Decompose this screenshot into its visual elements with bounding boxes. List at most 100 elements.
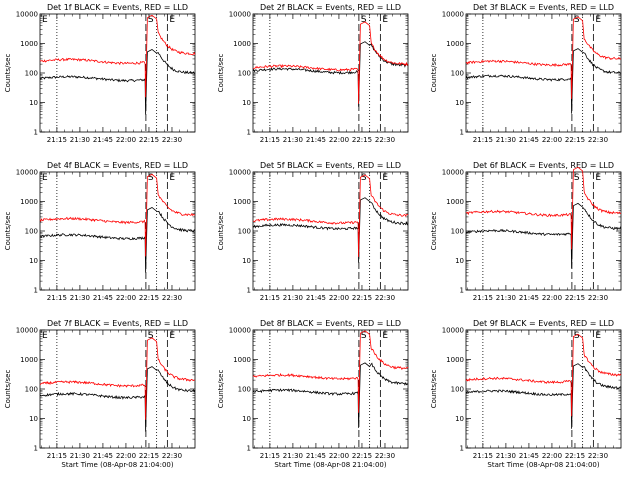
e-marker: E [595,173,601,183]
panel-det-2: Det 2f BLACK = Events, RED = LLD 1 10 100 10… [217,3,409,144]
y-tick-label: 10000 [442,11,464,19]
x-tick-label: 21:15 [47,294,67,302]
series-events [252,197,409,263]
y-axis-label: Counts/sec [4,370,12,409]
x-tick-label: 21:30 [496,136,516,144]
series-lld [465,166,622,250]
panel-det-8: Det 8f BLACK = Events, RED = LLD 1 10 100 10… [217,319,409,469]
x-axis-label: Start Time (08-Apr-08 21:04:00) [274,461,386,469]
y-axis-label: Counts/sec [217,54,225,93]
series-lld [39,173,196,257]
y-tick-label: 10 [29,415,38,423]
y-tick-label: 100 [451,70,464,78]
x-tick-label: 22:15 [352,294,372,302]
plot-frame [39,171,196,291]
panel-title: Det 3f BLACK = Events, RED = LLD [473,3,614,12]
series-lld [39,337,196,420]
y-tick-label: 1000 [20,198,38,206]
e-marker: E [595,15,601,25]
series-lld [39,14,196,98]
y-tick-label: 1000 [233,198,251,206]
e-marker: E [382,331,388,341]
x-tick-label: 21:45 [93,136,113,144]
x-tick-label: 21:30 [283,136,303,144]
x-tick-label: 22:30 [162,294,182,302]
first-e-marker: E [42,331,48,341]
x-tick-label: 21:15 [47,452,67,460]
y-axis-label: Counts/sec [430,370,438,409]
x-tick-label: 21:15 [47,136,67,144]
x-tick-label: 22:15 [139,452,159,460]
x-tick-label: 22:15 [352,136,372,144]
x-tick-label: 22:30 [162,452,182,460]
series-events [465,363,622,429]
y-tick-label: 10000 [16,169,38,177]
y-tick-label: 10000 [229,327,251,335]
x-axis-label: Start Time (08-Apr-08 21:04:00) [487,461,599,469]
x-tick-label: 21:45 [519,294,539,302]
panel-det-3: Det 3f BLACK = Events, RED = LLD 1 10 100 10… [430,3,622,144]
x-tick-label: 22:30 [375,294,395,302]
y-tick-label: 10 [455,99,464,107]
x-tick-label: 22:30 [162,136,182,144]
s-marker: S [361,173,367,183]
y-axis-label: Counts/sec [217,370,225,409]
y-tick-label: 10000 [16,11,38,19]
e-marker: E [169,173,175,183]
y-tick-label: 1 [247,287,251,295]
y-tick-label: 1000 [233,40,251,48]
series-events [465,48,622,114]
y-axis-label: Counts/sec [430,54,438,93]
x-tick-label: 21:45 [93,294,113,302]
y-tick-label: 1000 [446,198,464,206]
plot-frame [252,329,409,449]
x-tick-label: 22:30 [588,136,608,144]
plot-frame [465,171,622,291]
series-lld [252,21,409,104]
x-tick-label: 22:00 [116,294,136,302]
y-tick-label: 1 [460,287,464,295]
panel-title: Det 1f BLACK = Events, RED = LLD [47,3,188,12]
plot-frame [39,329,196,449]
series-lld [465,16,621,99]
panel-title: Det 9f BLACK = Events, RED = LLD [473,319,614,328]
panel-det-5: Det 5f BLACK = Events, RED = LLD 1 10 100 10… [217,161,409,302]
y-tick-label: 100 [25,228,38,236]
y-tick-label: 100 [25,70,38,78]
y-tick-label: 10 [455,257,464,265]
y-tick-label: 1 [460,129,464,137]
y-tick-label: 10 [29,257,38,265]
y-tick-label: 100 [451,228,464,236]
y-axis-label: Counts/sec [430,212,438,251]
s-marker: S [148,173,154,183]
series-events [252,41,409,107]
x-tick-label: 21:45 [306,136,326,144]
x-tick-label: 22:15 [565,294,585,302]
s-marker: S [148,15,154,25]
x-tick-label: 22:00 [116,136,136,144]
s-marker: S [361,331,367,341]
y-tick-label: 10000 [442,169,464,177]
y-tick-label: 1 [34,445,38,453]
plot-frame [252,171,409,291]
x-tick-label: 21:45 [306,294,326,302]
e-marker: E [382,173,388,183]
x-tick-label: 21:30 [70,294,90,302]
e-marker: E [595,331,601,341]
panel-det-7: Det 7f BLACK = Events, RED = LLD 1 10 100 10… [4,319,196,469]
x-axis-label: Start Time (08-Apr-08 21:04:00) [61,461,173,469]
x-tick-label: 21:30 [70,136,90,144]
x-tick-label: 21:30 [496,294,516,302]
x-tick-label: 22:00 [116,452,136,460]
y-tick-label: 1000 [20,356,38,364]
e-marker: E [382,15,388,25]
y-tick-label: 10 [242,415,251,423]
y-tick-label: 1 [247,129,251,137]
panel-title: Det 4f BLACK = Events, RED = LLD [47,161,188,170]
x-tick-label: 21:15 [473,452,493,460]
y-tick-label: 10 [242,257,251,265]
s-marker: S [361,15,367,25]
y-tick-label: 1000 [446,356,464,364]
y-tick-label: 10000 [229,11,251,19]
